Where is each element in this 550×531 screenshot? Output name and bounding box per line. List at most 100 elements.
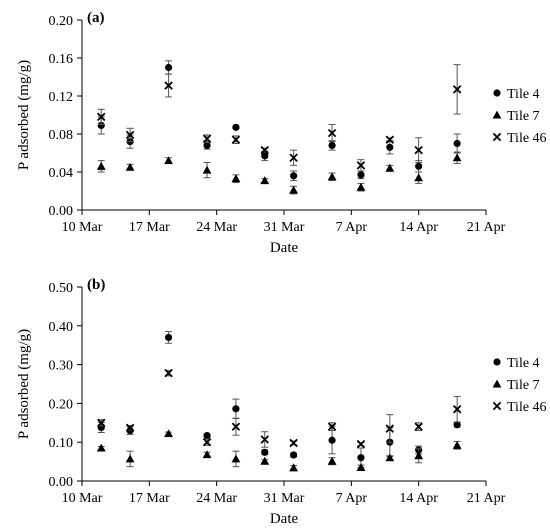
data-point bbox=[453, 421, 461, 429]
data-point bbox=[260, 435, 269, 444]
series-tile-46 bbox=[97, 368, 462, 449]
data-point bbox=[414, 173, 424, 182]
data-point bbox=[356, 439, 366, 449]
chart-panel-b: 0.00 0.10 0.20 0.30 0.40 0.50 10 Mar 17 Mar 24 M… bbox=[16, 277, 547, 527]
x-tick-label: 10 Mar bbox=[62, 220, 103, 235]
data-point bbox=[356, 161, 366, 170]
data-point bbox=[125, 423, 135, 433]
series-tile-46 bbox=[97, 64, 462, 172]
y-tick-label: 0.12 bbox=[49, 90, 74, 105]
data-point bbox=[386, 143, 394, 151]
data-point bbox=[97, 418, 106, 428]
y-tick-label: 0.08 bbox=[49, 128, 74, 143]
panel-label: (a) bbox=[87, 10, 105, 26]
data-point bbox=[164, 156, 173, 165]
data-point bbox=[231, 174, 241, 183]
legend-marker bbox=[492, 401, 502, 411]
y-axis-title: P adsorbed (mg/g) bbox=[16, 329, 32, 439]
y-tick-label: 0.20 bbox=[49, 14, 74, 29]
data-point bbox=[96, 161, 106, 170]
data-point bbox=[97, 121, 105, 130]
data-point bbox=[453, 139, 461, 148]
y-axis-title: P adsorbed (mg/g) bbox=[16, 60, 32, 170]
series-tile-7 bbox=[96, 429, 462, 472]
y-tick-label: 0.10 bbox=[49, 436, 74, 451]
x-tick-label: 7 Apr bbox=[336, 491, 368, 506]
data-point bbox=[290, 451, 298, 459]
legend-marker bbox=[493, 89, 501, 97]
panel-label: (b) bbox=[87, 277, 105, 293]
data-point bbox=[414, 145, 423, 155]
series-tile-4 bbox=[97, 60, 461, 182]
data-point bbox=[260, 176, 270, 185]
data-point bbox=[452, 404, 462, 414]
x-tick-label: 14 Apr bbox=[399, 220, 438, 235]
data-point bbox=[327, 422, 337, 431]
x-tick-label: 21 Apr bbox=[467, 220, 506, 235]
legend-marker bbox=[492, 379, 502, 388]
x-tick-label: 17 Mar bbox=[129, 491, 170, 506]
data-point bbox=[96, 443, 106, 452]
data-point bbox=[357, 171, 365, 179]
data-point bbox=[125, 162, 135, 171]
data-point bbox=[385, 424, 395, 433]
data-point bbox=[164, 63, 173, 72]
x-axis-title: Date bbox=[270, 511, 299, 527]
legend-label: Tile 4 bbox=[507, 87, 540, 102]
chart-panel-a: 0.00 0.04 0.08 0.12 0.16 0.20 10 Mar 17 Mar 24 M… bbox=[16, 10, 547, 256]
legend-label: Tile 7 bbox=[507, 378, 540, 393]
legend-label: Tile 7 bbox=[507, 109, 540, 124]
x-tick-label: 24 Mar bbox=[196, 220, 237, 235]
y-tick-label: 0.00 bbox=[49, 475, 74, 490]
data-point bbox=[357, 454, 365, 462]
data-point bbox=[260, 456, 270, 465]
y-tick-label: 0.04 bbox=[49, 166, 74, 181]
data-point bbox=[202, 134, 212, 143]
data-point bbox=[231, 135, 241, 144]
data-point bbox=[385, 453, 395, 462]
legend-label: Tile 4 bbox=[507, 356, 540, 371]
x-tick-label: 7 Apr bbox=[336, 220, 368, 235]
data-point bbox=[452, 153, 462, 162]
data-point bbox=[164, 429, 173, 438]
data-point bbox=[202, 437, 212, 447]
data-point bbox=[164, 368, 173, 378]
legend-marker bbox=[493, 358, 501, 366]
data-point bbox=[327, 456, 337, 465]
data-point bbox=[232, 405, 240, 413]
x-tick-label: 17 Mar bbox=[129, 220, 170, 235]
data-point bbox=[203, 141, 211, 149]
x-axis-title: Date bbox=[270, 240, 299, 256]
x-tick-label: 31 Mar bbox=[264, 220, 305, 235]
legend-label: Tile 46 bbox=[507, 131, 547, 146]
y-tick-label: 0.00 bbox=[49, 204, 74, 219]
data-point bbox=[260, 145, 269, 155]
data-point bbox=[261, 152, 269, 160]
data-point bbox=[414, 422, 423, 431]
series-tile-7 bbox=[96, 151, 462, 195]
y-tick-label: 0.50 bbox=[49, 281, 74, 296]
data-point bbox=[289, 185, 299, 194]
data-point bbox=[202, 165, 212, 174]
data-point bbox=[261, 448, 269, 456]
legend-marker bbox=[492, 132, 502, 142]
data-point bbox=[164, 81, 173, 90]
legend-label: Tile 46 bbox=[507, 400, 547, 415]
data-point bbox=[385, 163, 395, 172]
x-tick-label: 31 Mar bbox=[264, 491, 305, 506]
data-point bbox=[231, 454, 241, 463]
data-point bbox=[327, 172, 337, 181]
y-tick-label: 0.16 bbox=[49, 52, 74, 67]
series-tile-4 bbox=[97, 331, 461, 468]
data-point bbox=[125, 130, 135, 140]
y-tick-label: 0.30 bbox=[49, 359, 74, 374]
x-tick-label: 21 Apr bbox=[467, 491, 506, 506]
data-point bbox=[415, 162, 423, 170]
y-tick-label: 0.20 bbox=[49, 397, 74, 412]
data-point bbox=[327, 128, 337, 138]
data-point bbox=[289, 438, 298, 448]
data-point bbox=[385, 135, 395, 144]
data-point bbox=[356, 463, 366, 471]
y-tick-label: 0.40 bbox=[49, 320, 74, 335]
